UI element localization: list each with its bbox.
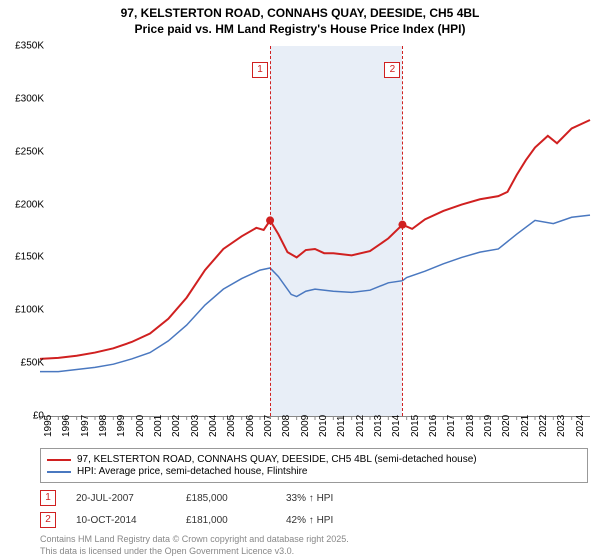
- x-tick-label: 2005: [226, 415, 237, 437]
- transaction-date: 20-JUL-2007: [76, 493, 166, 504]
- x-tick-label: 2003: [190, 415, 201, 437]
- x-tick-label: 2012: [355, 415, 366, 437]
- x-tick-label: 1998: [98, 415, 109, 437]
- x-tick-label: 1997: [80, 415, 91, 437]
- x-tick-label: 2020: [501, 415, 512, 437]
- title-line1: 97, KELSTERTON ROAD, CONNAHS QUAY, DEESI…: [0, 6, 600, 22]
- x-tick-label: 2017: [446, 415, 457, 437]
- legend-swatch: [47, 459, 71, 461]
- y-tick-label: £250K: [15, 146, 44, 157]
- transaction-delta: 33% ↑ HPI: [286, 493, 333, 504]
- x-tick-label: 2008: [281, 415, 292, 437]
- legend-swatch: [47, 471, 71, 473]
- event-marker-box: 1: [252, 62, 268, 78]
- transaction-marker: 2: [40, 512, 56, 528]
- transaction-delta: 42% ↑ HPI: [286, 515, 333, 526]
- y-tick-label: £50K: [21, 358, 44, 369]
- x-tick-label: 2019: [483, 415, 494, 437]
- x-tick-label: 2011: [336, 415, 347, 437]
- series-hpi: [40, 215, 590, 371]
- x-tick-label: 2015: [410, 415, 421, 437]
- transaction-marker: 1: [40, 490, 56, 506]
- event-marker-box: 2: [384, 62, 400, 78]
- x-tick-label: 2004: [208, 415, 219, 437]
- series-property: [40, 120, 590, 359]
- title-line2: Price paid vs. HM Land Registry's House …: [0, 22, 600, 38]
- x-tick-label: 1996: [61, 415, 72, 437]
- legend: 97, KELSTERTON ROAD, CONNAHS QUAY, DEESI…: [40, 448, 588, 483]
- x-tick-label: 2002: [171, 415, 182, 437]
- x-tick-label: 1995: [43, 415, 54, 437]
- license-line1: Contains HM Land Registry data © Crown c…: [40, 534, 349, 544]
- event-vline: [402, 46, 403, 416]
- x-tick-label: 2023: [556, 415, 567, 437]
- transaction-row-2: 2 10-OCT-2014 £181,000 42% ↑ HPI: [40, 512, 333, 528]
- legend-label: 97, KELSTERTON ROAD, CONNAHS QUAY, DEESI…: [77, 454, 477, 465]
- x-tick-label: 2013: [373, 415, 384, 437]
- x-tick-label: 2024: [575, 415, 586, 437]
- x-tick-label: 2022: [538, 415, 549, 437]
- transaction-price: £181,000: [186, 515, 266, 526]
- transaction-row-1: 1 20-JUL-2007 £185,000 33% ↑ HPI: [40, 490, 333, 506]
- transaction-date: 10-OCT-2014: [76, 515, 166, 526]
- legend-label: HPI: Average price, semi-detached house,…: [77, 466, 308, 477]
- x-tick-label: 2018: [465, 415, 476, 437]
- x-tick-label: 2016: [428, 415, 439, 437]
- legend-entry-property: 97, KELSTERTON ROAD, CONNAHS QUAY, DEESI…: [47, 454, 581, 465]
- legend-entry-hpi: HPI: Average price, semi-detached house,…: [47, 466, 581, 477]
- x-tick-label: 2014: [391, 415, 402, 437]
- chart-title: 97, KELSTERTON ROAD, CONNAHS QUAY, DEESI…: [0, 0, 600, 37]
- x-tick-label: 2001: [153, 415, 164, 437]
- x-tick-label: 2007: [263, 415, 274, 437]
- x-tick-label: 2010: [318, 415, 329, 437]
- series-lines: [40, 46, 590, 416]
- x-tick-label: 2006: [245, 415, 256, 437]
- transaction-price: £185,000: [186, 493, 266, 504]
- x-tick-label: 2000: [135, 415, 146, 437]
- chart-plot-area: 1995199619971998199920002001200220032004…: [40, 46, 590, 417]
- y-tick-label: £100K: [15, 305, 44, 316]
- y-tick-label: £200K: [15, 199, 44, 210]
- y-tick-label: £150K: [15, 252, 44, 263]
- license-line2: This data is licensed under the Open Gov…: [40, 546, 294, 556]
- y-tick-label: £300K: [15, 93, 44, 104]
- x-tick-label: 2009: [300, 415, 311, 437]
- x-tick-label: 2021: [520, 415, 531, 437]
- x-tick-label: 1999: [116, 415, 127, 437]
- y-tick-label: £0: [33, 411, 44, 422]
- event-vline: [270, 46, 271, 416]
- y-tick-label: £350K: [15, 41, 44, 52]
